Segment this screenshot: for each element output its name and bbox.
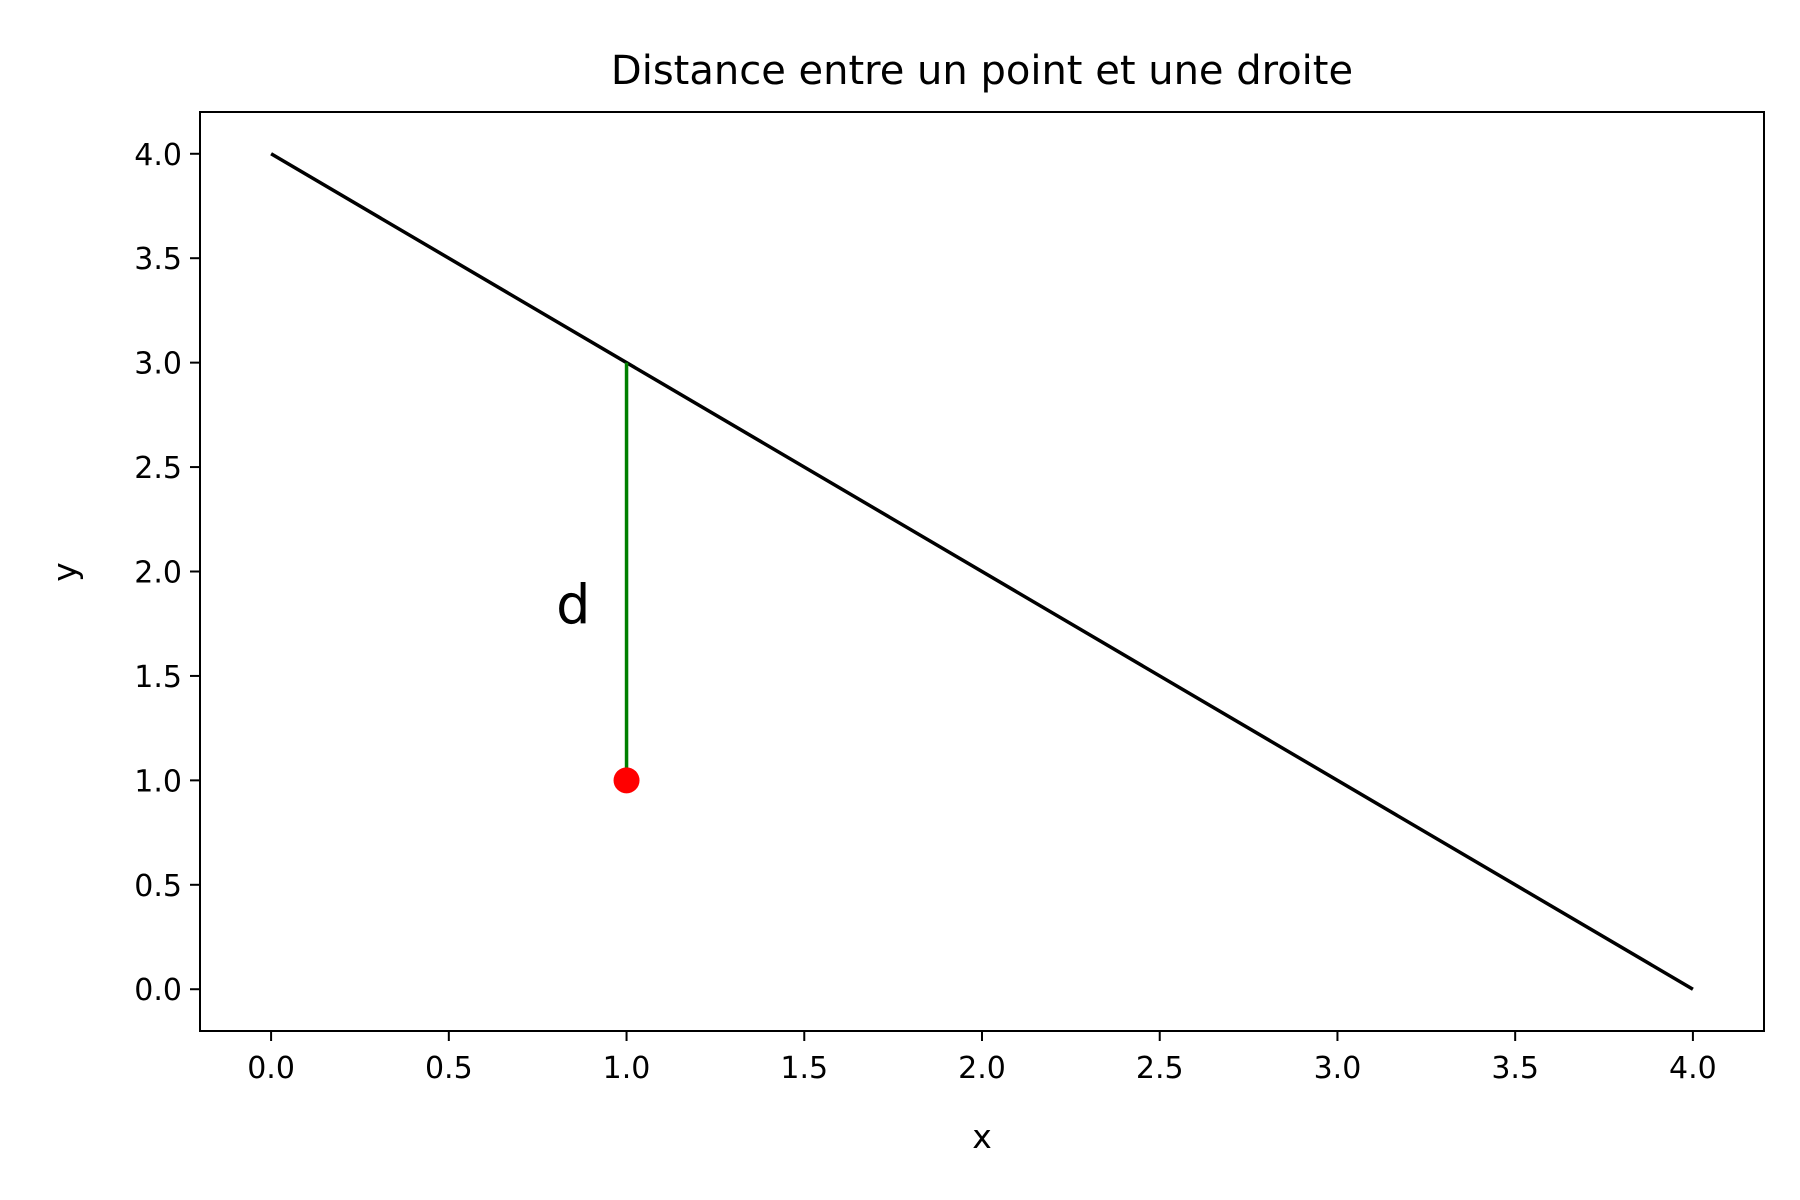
x-tick-label: 2.5 (1136, 1051, 1184, 1086)
y-tick-label: 2.5 (134, 451, 182, 486)
annotation-label: d (556, 574, 590, 637)
x-axis-label: x (972, 1117, 992, 1156)
y-tick-label: 1.5 (134, 660, 182, 695)
y-tick-label: 0.5 (134, 869, 182, 904)
y-axis-label: y (45, 562, 84, 582)
x-tick-label: 3.0 (1314, 1051, 1362, 1086)
axes: 0.0 0.5 1.0 1.5 2.0 2.5 3.0 3.5 4.0 0.0 0.5 1.0 1.5 2… (134, 111, 1765, 1086)
x-tick-label: 1.5 (780, 1051, 828, 1086)
x-tick-label: 3.5 (1491, 1051, 1539, 1086)
x-tick-label: 1.0 (603, 1051, 651, 1086)
y-tick-label: 1.0 (134, 764, 182, 799)
y-tick-label: 2.0 (134, 556, 182, 591)
y-tick-label: 3.0 (134, 347, 182, 382)
chart-title: Distance entre un point et une droite (611, 48, 1353, 94)
y-tick-label: 3.5 (134, 242, 182, 277)
data-point-0 (613, 767, 640, 794)
line-series (270, 152, 1694, 991)
y-tick-label: 4.0 (134, 138, 182, 173)
x-tick-label: 2.0 (958, 1051, 1006, 1086)
x-tick-label: 4.0 (1669, 1051, 1717, 1086)
plot-marks: d (270, 152, 1694, 991)
y-tick-label: 0.0 (134, 973, 182, 1008)
x-tick-label: 0.0 (247, 1051, 295, 1086)
x-tick-label: 0.5 (425, 1051, 473, 1086)
